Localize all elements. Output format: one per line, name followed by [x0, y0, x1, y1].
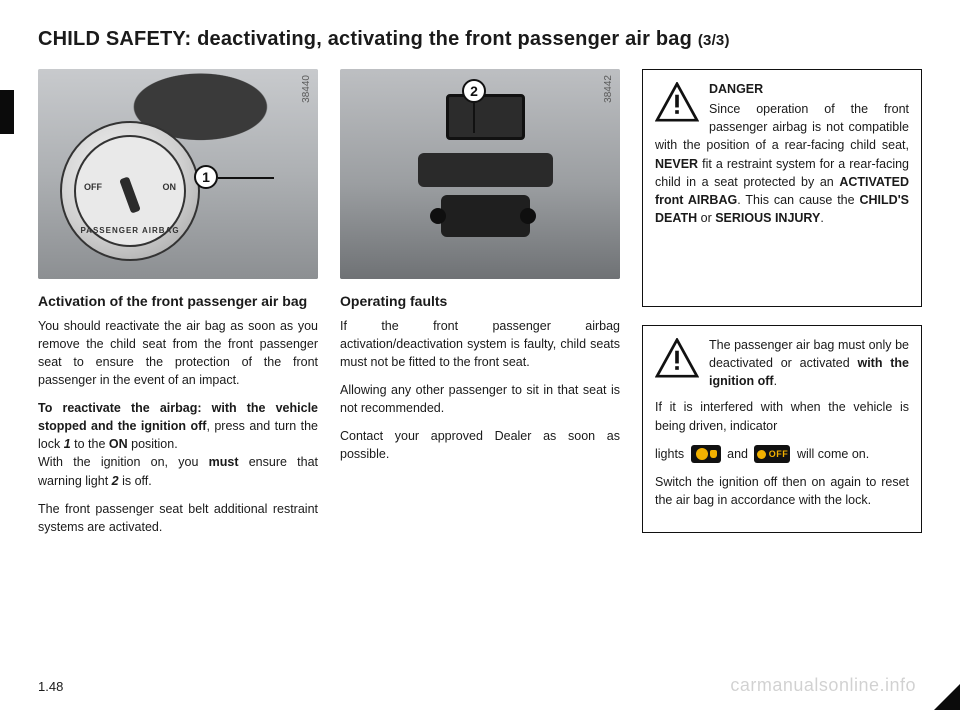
col1-heading: Activation of the front passenger air ba… [38, 293, 318, 311]
console-radio [441, 195, 531, 237]
col2-heading: Operating faults [340, 293, 620, 311]
danger-d: or [697, 211, 715, 225]
col1-p2-on: ON [109, 437, 128, 451]
note-p3c: will come on. [797, 447, 869, 461]
console-knob-right [520, 208, 536, 224]
callout-2-line [473, 103, 475, 133]
callout-1-line [218, 177, 274, 179]
dial-on-label: ON [163, 181, 177, 194]
col1-p3-txt3: is off. [119, 474, 152, 488]
airbag-off-icon: OFF [754, 445, 790, 463]
col1-p4: The front passenger seat belt additional… [38, 500, 318, 536]
callout-1: 1 [194, 165, 218, 189]
column-3: DANGER Since operation of the front pass… [642, 69, 922, 551]
danger-icon [655, 82, 699, 127]
col1-p2-txt3: position. [128, 437, 178, 451]
col1-p3-txt1: With the ignition on, you [38, 455, 209, 469]
console-screen [446, 94, 524, 140]
note-p1: The passenger air bag must only be deact… [709, 338, 909, 388]
dial-key-slot [119, 176, 141, 213]
note-p3a: lights [655, 447, 688, 461]
page-title: CHILD SAFETY: deactivating, activating t… [38, 28, 922, 51]
console-vents [418, 153, 552, 187]
col1-p3-ref2: 2 [112, 474, 119, 488]
note-box: The passenger air bag must only be deact… [642, 325, 922, 533]
col2-p3: Contact your approved Dealer as soon as … [340, 427, 620, 463]
note-icon [655, 338, 699, 383]
col1-p2-ref1: 1 [64, 437, 71, 451]
title-main: CHILD SAFETY: deactivating, activating t… [38, 28, 692, 50]
col1-p2-txt2: to the [71, 437, 109, 451]
note-p1c: . [774, 374, 777, 388]
note-p2: If it is interfered with when the vehicl… [655, 398, 909, 434]
danger-injury: SERIOUS INJURY [715, 211, 820, 225]
figure-center-console: 38442 2 [340, 69, 620, 279]
note-p4: Switch the ignition off then on again to… [655, 473, 909, 509]
airbag-dial: OFF ON PASSENGER AIRBAG [60, 121, 200, 261]
console-knob-left [430, 208, 446, 224]
col1-p1: You should reactivate the air bag as soo… [38, 317, 318, 390]
note-p3: lights and OFF will come on. [655, 445, 909, 464]
column-2: 38442 2 Operating faults If the front pa… [340, 69, 620, 551]
col2-p2: Allowing any other passenger to sit in t… [340, 381, 620, 417]
figure-airbag-switch: 38440 OFF ON PASSENGER AIRBAG 1 [38, 69, 318, 279]
note-p3b: and [727, 447, 751, 461]
dial-off-label: OFF [84, 181, 102, 194]
title-sub: (3/3) [698, 32, 730, 49]
callout-2: 2 [462, 79, 486, 103]
danger-box: DANGER Since operation of the front pass… [642, 69, 922, 307]
airbag-dial-inner: OFF ON PASSENGER AIRBAG [74, 135, 186, 247]
danger-c: . This can cause the [737, 193, 859, 207]
dial-arc-label: PASSENGER AIRBAG [76, 225, 184, 237]
manual-page: CHILD SAFETY: deactivating, activating t… [0, 0, 960, 710]
page-number: 1.48 [38, 679, 63, 694]
corner-fold-icon [934, 684, 960, 710]
airbag-warning-icon [691, 445, 721, 463]
figure2-number: 38442 [602, 75, 617, 103]
side-tab [0, 90, 14, 134]
warning-triangle-icon [655, 82, 699, 122]
danger-e: . [820, 211, 823, 225]
figure-number: 38440 [300, 75, 315, 103]
content-columns: 38440 OFF ON PASSENGER AIRBAG 1 Activati… [38, 69, 922, 551]
col2-p1: If the front passenger airbag activation… [340, 317, 620, 371]
danger-never: NEVER [655, 157, 698, 171]
col1-p2: To reactivate the airbag: with the vehic… [38, 399, 318, 490]
warning-triangle-icon [655, 338, 699, 378]
column-1: 38440 OFF ON PASSENGER AIRBAG 1 Activati… [38, 69, 318, 551]
watermark: carmanualsonline.info [730, 675, 916, 696]
col1-p3-must: must [209, 455, 239, 469]
